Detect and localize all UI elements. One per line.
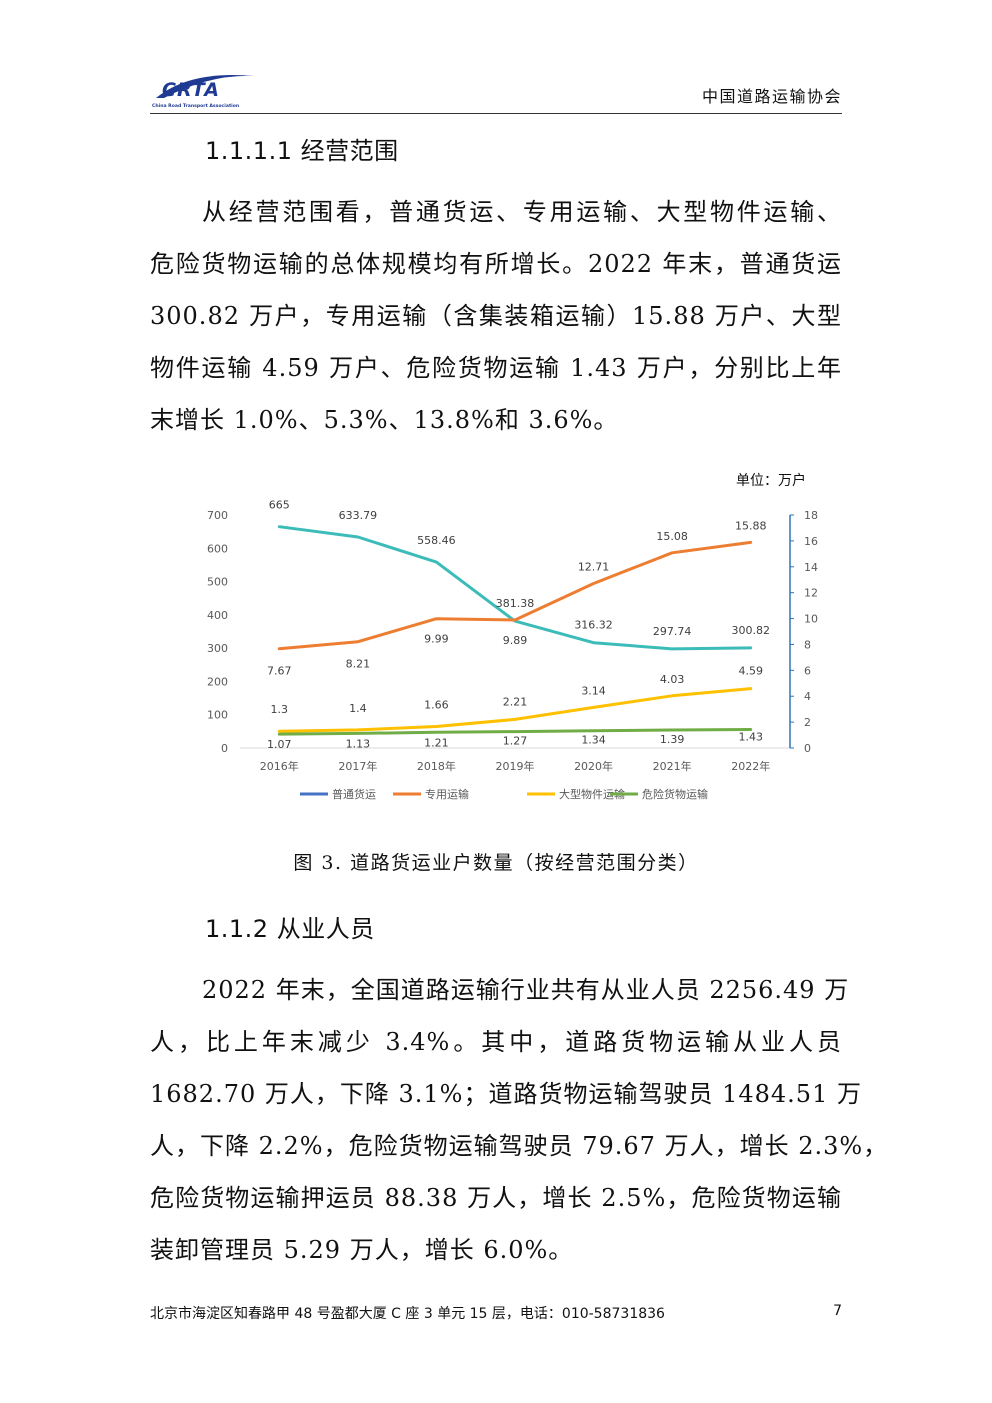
data-label: 297.74 bbox=[653, 625, 692, 638]
legend-label: 普通货运 bbox=[332, 787, 376, 801]
legend-label: 大型物件运输 bbox=[559, 787, 625, 801]
paragraph-line: 1682.70 万人，下降 3.1%；道路货物运输驾驶员 1484.51 万 bbox=[150, 1080, 862, 1108]
x-axis-tick-label: 2018年 bbox=[417, 759, 456, 773]
left-axis-tick-label: 400 bbox=[207, 609, 228, 622]
data-label: 4.03 bbox=[660, 673, 685, 686]
paragraph-line: 人，比上年末减少 3.4%。其中，道路货物运输从业人员 bbox=[150, 1028, 842, 1056]
figure-caption: 图 3. 道路货运业户数量（按经营范围分类） bbox=[293, 852, 699, 874]
data-label: 1.21 bbox=[424, 736, 449, 749]
paragraph-line: 人，下降 2.2%，危险货物运输驾驶员 79.67 万人，增长 2.3%， bbox=[150, 1132, 889, 1160]
data-label: 7.67 bbox=[267, 665, 292, 678]
left-axis-tick-label: 500 bbox=[207, 576, 228, 589]
data-label: 2.21 bbox=[503, 695, 528, 708]
paragraph-line: 危险货物运输的总体规模均有所增长。2022 年末，普通货运 bbox=[150, 250, 842, 278]
right-axis-tick-label: 18 bbox=[804, 509, 818, 522]
data-label: 8.21 bbox=[346, 658, 371, 671]
paragraph-line: 物件运输 4.59 万户、危险货物运输 1.43 万户，分别比上年 bbox=[150, 354, 842, 382]
paragraph-line: 末增长 1.0%、5.3%、13.8%和 3.6%。 bbox=[150, 406, 619, 434]
series-line-2 bbox=[277, 687, 753, 733]
paragraph-staff: 2022 年末，全国道路运输行业共有从业人员 2256.49 万 人，比上年末减… bbox=[150, 964, 889, 1276]
data-label: 665 bbox=[269, 499, 290, 512]
data-label: 4.59 bbox=[738, 665, 763, 678]
page-number: 7 bbox=[833, 1303, 842, 1319]
right-axis-tick-label: 14 bbox=[804, 561, 818, 574]
data-label: 9.89 bbox=[503, 634, 528, 647]
chart-unit-label: 单位：万户 bbox=[736, 473, 806, 489]
x-axis-tick-label: 2016年 bbox=[260, 759, 299, 773]
data-label: 1.39 bbox=[660, 733, 685, 746]
right-axis-tick-label: 6 bbox=[804, 664, 811, 677]
footer-address: 北京市海淀区知春路甲 48 号盈都大厦 C 座 3 单元 15 层，电话：010… bbox=[150, 1306, 665, 1322]
data-label: 1.43 bbox=[738, 730, 763, 743]
series-line-1 bbox=[277, 540, 753, 651]
crta-logo: CRTA China Road Transport Association bbox=[152, 74, 254, 109]
right-axis-tick-label: 8 bbox=[804, 638, 811, 651]
data-label: 633.79 bbox=[339, 509, 378, 522]
data-label: 12.71 bbox=[578, 560, 610, 573]
left-axis-tick-label: 600 bbox=[207, 542, 228, 555]
logo-text: CRTA bbox=[162, 79, 220, 101]
org-name: 中国道路运输协会 bbox=[701, 87, 842, 106]
chart-svg: 0 100 200 300 400 500 600 700 0 2 4 6 8 10 12 14 16 18 201… bbox=[207, 499, 818, 801]
data-label: 1.34 bbox=[581, 734, 606, 747]
left-axis-tick-label: 700 bbox=[207, 509, 228, 522]
left-axis-tick-label: 200 bbox=[207, 675, 228, 688]
data-label: 1.27 bbox=[503, 735, 528, 748]
line-chart: 0 100 200 300 400 500 600 700 0 2 4 6 8 10 12 14 16 18 201… bbox=[190, 490, 830, 820]
data-label: 1.07 bbox=[267, 738, 292, 751]
section-heading-scope: 1.1.1.1 经营范围 bbox=[205, 137, 399, 165]
right-axis-tick-label: 2 bbox=[804, 716, 811, 729]
data-label: 381.38 bbox=[496, 597, 535, 610]
series-line-3 bbox=[277, 728, 753, 736]
right-axis-tick-label: 16 bbox=[804, 535, 818, 548]
right-axis-tick-label: 4 bbox=[804, 690, 811, 703]
x-axis-tick-label: 2019年 bbox=[496, 759, 535, 773]
data-label: 3.14 bbox=[581, 684, 606, 697]
legend-label: 危险货物运输 bbox=[642, 787, 708, 801]
data-label: 15.08 bbox=[656, 530, 688, 543]
legend-label: 专用运输 bbox=[425, 787, 469, 801]
paragraph-scope: 从经营范围看，普通货运、专用运输、大型物件运输、 危险货物运输的总体规模均有所增… bbox=[150, 186, 842, 446]
right-axis-tick-label: 0 bbox=[804, 742, 811, 755]
x-axis-tick-label: 2021年 bbox=[653, 759, 692, 773]
data-label: 316.32 bbox=[574, 619, 613, 632]
left-axis-tick-label: 100 bbox=[207, 709, 228, 722]
data-label: 9.99 bbox=[424, 633, 449, 646]
data-label: 300.82 bbox=[731, 624, 770, 637]
data-label: 1.4 bbox=[349, 702, 367, 715]
paragraph-line: 从经营范围看，普通货运、专用运输、大型物件运输、 bbox=[202, 198, 842, 226]
data-label: 1.66 bbox=[424, 699, 449, 712]
paragraph-line: 装卸管理员 5.29 万人，增长 6.0%。 bbox=[150, 1236, 574, 1264]
paragraph-line: 危险货物运输押运员 88.38 万人，增长 2.5%，危险货物运输 bbox=[150, 1184, 842, 1212]
left-axis-tick-label: 300 bbox=[207, 642, 228, 655]
left-axis-tick-label: 0 bbox=[221, 742, 228, 755]
logo-subtext: China Road Transport Association bbox=[152, 103, 239, 109]
x-axis-tick-label: 2020年 bbox=[574, 759, 613, 773]
data-label: 15.88 bbox=[735, 519, 767, 532]
paragraph-line: 300.82 万户，专用运输（含集装箱运输）15.88 万户、大型 bbox=[150, 302, 842, 330]
paragraph-line: 2022 年末，全国道路运输行业共有从业人员 2256.49 万 bbox=[202, 976, 850, 1004]
right-axis-tick-label: 12 bbox=[804, 587, 818, 600]
section-heading-staff: 1.1.2 从业人员 bbox=[205, 915, 375, 943]
data-label: 1.13 bbox=[346, 737, 371, 750]
data-label: 1.3 bbox=[271, 703, 289, 716]
data-label: 558.46 bbox=[417, 534, 456, 547]
x-axis-tick-label: 2017年 bbox=[338, 759, 377, 773]
page-header: CRTA China Road Transport Association 中国… bbox=[150, 62, 842, 114]
x-axis-tick-label: 2022年 bbox=[731, 759, 770, 773]
right-axis-tick-label: 10 bbox=[804, 613, 818, 626]
